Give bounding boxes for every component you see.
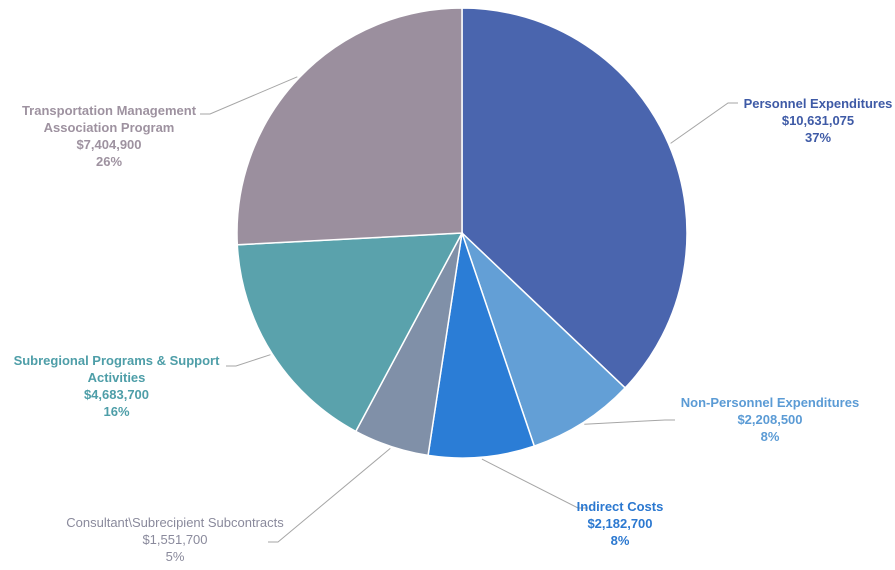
slice-amount: $2,208,500 bbox=[737, 412, 803, 427]
pie-slice-2 bbox=[427, 232, 536, 459]
slice-percent: 37% bbox=[804, 130, 832, 145]
pie-slice-4 bbox=[236, 232, 464, 433]
slice-percent: 5% bbox=[165, 549, 185, 564]
slice-percent: 26% bbox=[95, 154, 123, 169]
leader-line-4 bbox=[226, 354, 271, 367]
pie-slices bbox=[236, 7, 688, 459]
slice-name: Non-Personnel Expenditures bbox=[680, 395, 860, 410]
slice-name-line-2: Activities bbox=[87, 370, 146, 385]
slice-amount: $4,683,700 bbox=[83, 387, 150, 402]
slice-name: Consultant\Subrecipient Subcontracts bbox=[66, 515, 284, 530]
slice-amount: $1,551,700 bbox=[142, 532, 208, 547]
slice-label-indirect-costs: Indirect Costs $2,182,700 8% bbox=[560, 498, 680, 549]
slice-percent: 8% bbox=[610, 533, 630, 548]
pie-slice-5 bbox=[236, 7, 463, 246]
slice-name-line-1: Transportation Management bbox=[21, 103, 197, 118]
slice-label-non-personnel-expenditures: Non-Personnel Expenditures $2,208,500 8% bbox=[670, 394, 870, 445]
slice-label-transportation-management: Transportation Management Association Pr… bbox=[4, 102, 214, 170]
slice-label-personnel-expenditures: Personnel Expenditures $10,631,075 37% bbox=[738, 95, 895, 146]
slice-name-line-2: Association Program bbox=[43, 120, 175, 135]
leader-line-5 bbox=[200, 76, 298, 115]
slice-amount: $2,182,700 bbox=[587, 516, 653, 531]
slice-percent: 8% bbox=[760, 429, 780, 444]
slice-label-consultant-subcontracts: Consultant\Subrecipient Subcontracts $1,… bbox=[40, 514, 310, 565]
slice-amount: $7,404,900 bbox=[76, 137, 142, 152]
pie-slice-1 bbox=[461, 232, 627, 448]
slice-percent: 16% bbox=[103, 404, 130, 419]
slice-label-subregional-programs: Subregional Programs & Support Activitie… bbox=[4, 352, 229, 420]
leader-line-0 bbox=[670, 102, 738, 144]
pie-slice-0 bbox=[461, 7, 688, 390]
slice-amount: $10,631,075 bbox=[781, 113, 855, 128]
leader-line-1 bbox=[584, 419, 675, 425]
slice-name: Personnel Expenditures bbox=[743, 96, 893, 111]
slice-name-line-1: Subregional Programs & Support bbox=[13, 353, 220, 368]
leader-line-3 bbox=[268, 448, 391, 543]
slice-name: Indirect Costs bbox=[576, 499, 664, 514]
leader-line-2 bbox=[481, 458, 588, 509]
leader-lines bbox=[200, 76, 738, 543]
